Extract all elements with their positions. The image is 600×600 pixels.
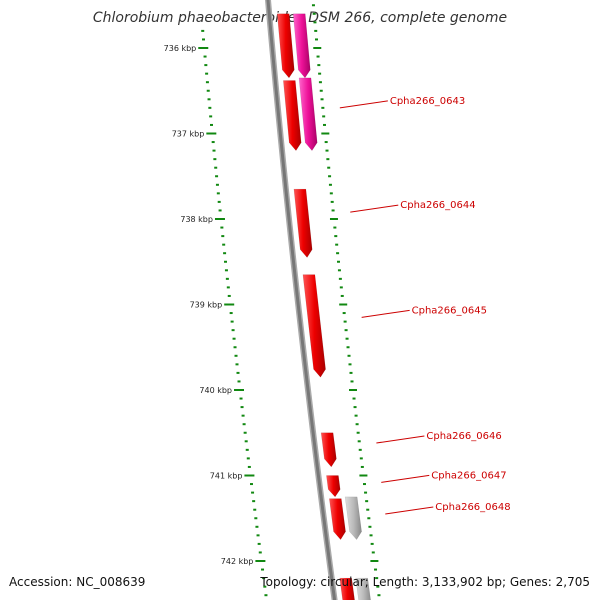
gene-label: Cpha266_0644 bbox=[400, 200, 475, 211]
gene-arrow bbox=[283, 80, 302, 152]
gene-arrow bbox=[292, 13, 311, 79]
gene-label: Cpha266_0645 bbox=[412, 305, 487, 316]
tick-label: 737 kbp bbox=[172, 130, 205, 139]
tick-label: 736 kbp bbox=[164, 44, 197, 53]
tick-label: 739 kbp bbox=[190, 301, 223, 310]
gene-arrow bbox=[276, 13, 295, 79]
gene-label-leader bbox=[350, 204, 399, 213]
gene-label-leader bbox=[339, 100, 388, 109]
backbone-arc bbox=[266, 0, 337, 600]
gene-arrow bbox=[326, 475, 341, 498]
gene-arrow bbox=[302, 274, 326, 378]
genome-summary-text: Topology: circular; Length: 3,133,902 bp… bbox=[260, 575, 590, 589]
gene-label: Cpha266_0647 bbox=[431, 470, 506, 481]
gene-arrow bbox=[293, 188, 313, 258]
accession-text: Accession: NC_008639 bbox=[9, 575, 146, 589]
gene-label-leader bbox=[385, 506, 434, 515]
gene-arrow bbox=[320, 432, 337, 468]
tick-label: 740 kbp bbox=[199, 386, 232, 395]
gene-arrow bbox=[344, 496, 362, 541]
gene-label-leader bbox=[376, 435, 425, 444]
gene-arrow bbox=[329, 498, 346, 541]
gene-label-leader bbox=[381, 474, 430, 483]
gene-label-leader bbox=[361, 309, 410, 318]
gene-label: Cpha266_0646 bbox=[426, 431, 501, 442]
tick-label: 742 kbp bbox=[221, 557, 254, 566]
gene-label: Cpha266_0648 bbox=[435, 502, 510, 513]
gene-arrow bbox=[298, 77, 318, 152]
tick-label: 741 kbp bbox=[210, 472, 243, 481]
gene-label: Cpha266_0643 bbox=[390, 96, 465, 107]
tick-label: 738 kbp bbox=[180, 215, 213, 224]
